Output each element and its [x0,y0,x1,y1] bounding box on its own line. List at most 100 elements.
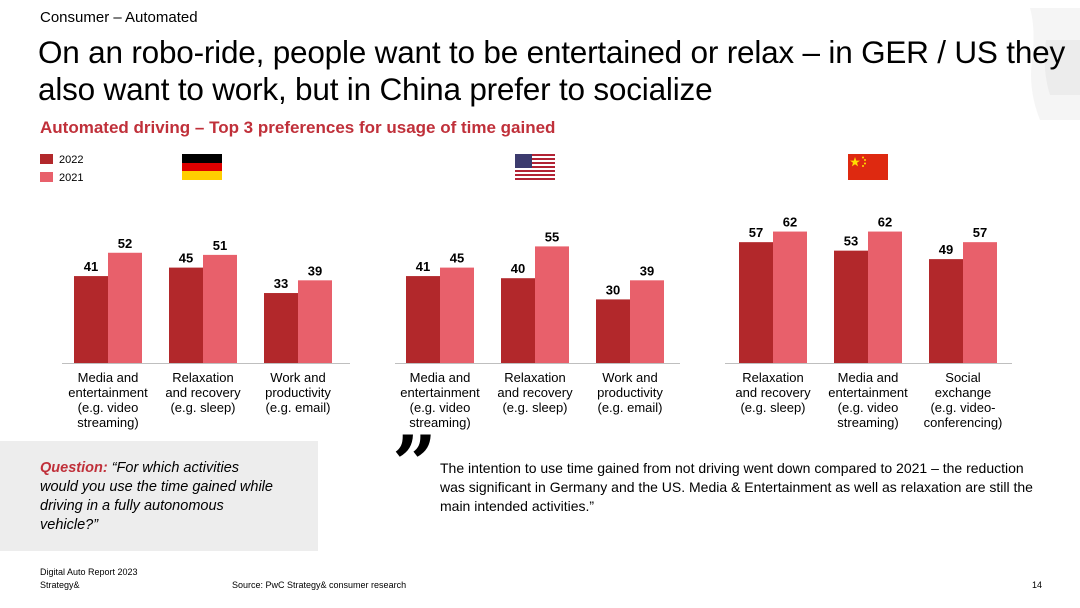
legend-label-2022: 2022 [59,154,84,166]
category-label-line: (e.g. video [409,400,471,415]
category-label-line: (e.g. sleep) [740,400,806,415]
question-lead: Question: [40,460,108,476]
data-label: 62 [878,215,892,230]
germany-flag-icon [182,154,222,180]
category-label-line: Media and [77,370,139,385]
category-label-line: Work and [270,370,326,385]
bar-2022 [169,267,203,363]
legend-item-2022: 2022 [40,154,83,166]
category-label-line: (e.g. video [837,400,899,415]
category-label-line: and recovery [165,385,241,400]
category-label-line: Relaxation [172,370,234,385]
china-flag-icon [848,154,888,180]
category-label-line: (e.g. email) [597,400,663,415]
category-label: Media and entertainment (e.g. video streami… [60,370,156,430]
category-label-line: productivity [597,385,663,400]
data-label: 51 [213,238,227,253]
data-label: 57 [749,225,763,240]
usa-flag-icon [515,154,555,180]
data-label: 53 [844,234,858,249]
category-label: Relaxation and recovery (e.g. sleep) [725,370,821,415]
category-label-line: exchange [934,385,992,400]
quote-text: The intention to use time gained from no… [440,460,1033,514]
category-label: Media and entertainment (e.g. video streami… [392,370,488,430]
bar-2022 [74,276,108,363]
category-label-line: (e.g. video [77,400,139,415]
question-body: “For which activities would you use the … [40,460,273,533]
bar-2022 [406,276,440,363]
data-label: 41 [84,259,98,274]
data-label: 39 [308,263,322,278]
legend-swatch-2021 [40,172,53,182]
footer-report: Digital Auto Report 2023 [40,567,138,577]
category-label: Work and productivity (e.g. email) [250,370,346,415]
category-label-line: Relaxation [742,370,804,385]
data-label: 41 [416,259,430,274]
legend-swatch-2022 [40,154,53,164]
data-label: 45 [450,251,464,266]
category-label-line: Media and [409,370,471,385]
bar-2022 [834,250,868,363]
category-label-line: (e.g. sleep) [170,400,236,415]
data-label: 49 [939,242,953,257]
category-label: Work and productivity (e.g. email) [582,370,678,415]
bar-2021 [203,254,237,363]
bar-2021 [298,280,332,363]
footer-page-number: 14 [1032,580,1043,590]
category-label-line: Media and [837,370,899,385]
bar-2022 [501,278,535,363]
quote-mark-icon: ” [392,419,437,510]
bar-2022 [596,299,630,363]
category-label: Relaxation and recovery (e.g. sleep) [155,370,251,415]
category-label-line: entertainment [400,385,480,400]
bar-2021 [868,231,902,363]
bar-2021 [440,267,474,363]
section-label: Consumer – Automated [40,9,198,26]
bar-2021 [630,280,664,363]
category-label-line: Relaxation [504,370,566,385]
category-label-line: (e.g. sleep) [502,400,568,415]
data-label: 57 [973,225,987,240]
bar-2021 [535,246,569,363]
chart-subtitle: Automated driving – Top 3 preferences fo… [40,118,556,137]
category-label-line: streaming) [409,415,471,430]
bar-2022 [929,259,963,363]
data-label: 45 [179,251,193,266]
data-label: 39 [640,263,654,278]
data-label: 52 [118,236,132,251]
category-label-line: streaming) [837,415,899,430]
category-label-line: Work and [602,370,658,385]
data-label: 40 [511,261,525,276]
category-label-line: (e.g. video- [930,400,996,415]
category-label-line: entertainment [828,385,908,400]
page-title: On an robo-ride, people want to be enter… [38,34,1066,107]
category-label-line: and recovery [497,385,573,400]
legend-item-2021: 2021 [40,172,83,184]
data-label: 62 [783,215,797,230]
footer-brand: Strategy& [40,580,80,590]
category-label: Social exchange (e.g. video-conferencing) [915,370,1011,430]
legend-label-2021: 2021 [59,172,84,184]
bar-2021 [963,242,997,363]
bar-2022 [264,293,298,363]
category-label: Relaxation and recovery (e.g. sleep) [487,370,583,415]
data-label: 30 [606,282,620,297]
category-label-line: Social [945,370,981,385]
category-label-line: streaming) [77,415,139,430]
question-box [0,441,318,551]
footer-source: Source: PwC Strategy& consumer research [232,580,407,590]
bar-2021 [773,231,807,363]
watermark-car-icon [1030,8,1080,120]
data-label: 55 [545,229,559,244]
bar-2021 [108,252,142,363]
survey-question: Question: “For which activities would yo… [40,459,280,535]
data-label: 33 [274,276,288,291]
category-label-line: (e.g. email) [265,400,331,415]
bar-2022 [739,242,773,363]
category-label: Media and entertainment (e.g. video streami… [820,370,916,430]
category-label-line: conferencing) [923,415,1003,430]
category-label-line: and recovery [735,385,811,400]
category-label-line: entertainment [68,385,148,400]
category-label-line: productivity [265,385,331,400]
